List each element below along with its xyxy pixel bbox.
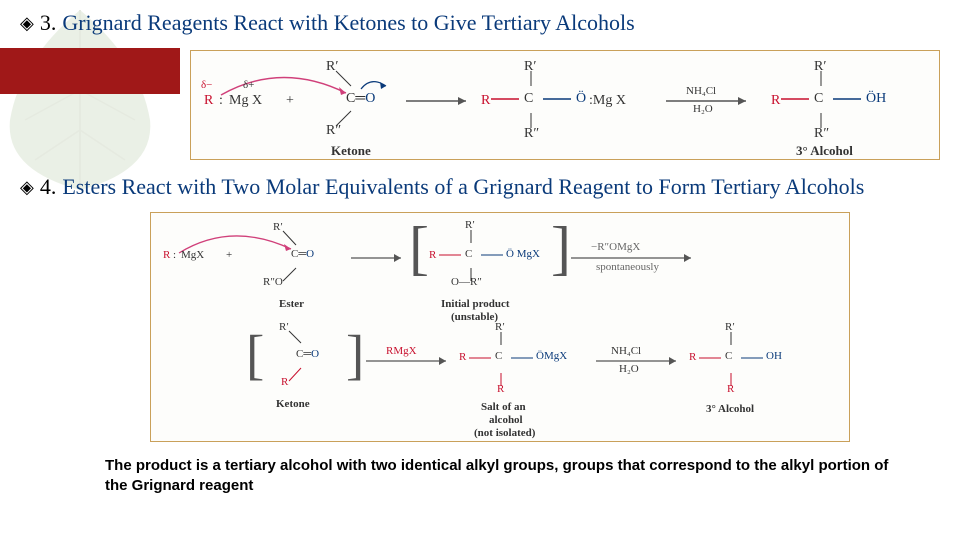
salt-label-1: Salt of an — [481, 401, 526, 413]
minus-RppOMgX: −R″OMgX — [591, 241, 640, 253]
ester-label: Ester — [279, 298, 304, 310]
svg-text:[: [ — [246, 324, 264, 385]
delta-minus: δ− — [201, 79, 212, 91]
grignard-R: R — [204, 93, 213, 109]
workup-top-2: NH₄Cl — [611, 345, 641, 357]
initial-label-2: (unstable) — [451, 311, 498, 323]
bullet-icon: ◈ — [20, 13, 34, 34]
ketone-Rpp: R″ — [326, 123, 341, 139]
product-label-2: 3° Alcohol — [706, 403, 754, 415]
footnote-text: The product is a tertiary alcohol with t… — [0, 450, 960, 495]
int-Rp: R′ — [524, 59, 536, 75]
ketone-Rp: R′ — [326, 59, 338, 75]
int-Rpp: R″ — [524, 126, 539, 142]
ester-RppO: R″O — [263, 276, 283, 288]
prod-R: R — [771, 93, 780, 109]
initial-label-1: Initial product — [441, 298, 510, 310]
heading-3: ◈ 3. Grignard Reagents React with Ketone… — [0, 0, 960, 44]
plus-sign-2: + — [226, 249, 232, 261]
heading-4: ◈ 4. Esters React with Two Molar Equival… — [0, 168, 960, 206]
heading-title: Grignard Reagents React with Ketones to … — [62, 10, 634, 36]
int-R: R — [481, 93, 490, 109]
reaction-scheme-ester: [ ] [ ] — [150, 212, 850, 442]
svg-text:]: ] — [551, 215, 571, 281]
heading-title: Esters React with Two Molar Equivalents … — [62, 174, 864, 200]
salt-label-2: alcohol — [489, 414, 523, 426]
heading-number: 3. — [40, 10, 57, 36]
ketone-label-2: Ketone — [276, 398, 310, 410]
salt-label-3: (not isolated) — [474, 427, 535, 439]
ester-Rp: R′ — [273, 221, 283, 233]
plus-sign: + — [286, 93, 294, 109]
svg-text:[: [ — [409, 215, 429, 281]
spontaneously: spontaneously — [596, 261, 659, 273]
prod-Rp: R′ — [814, 59, 826, 75]
RMgX-above-arrow: RMgX — [386, 345, 417, 357]
workup-top: NH₄Cl — [686, 85, 716, 97]
ester-R: R — [163, 249, 170, 261]
svg-text:]: ] — [346, 324, 364, 385]
ketone-CO: C═O — [346, 91, 375, 107]
ketone-label: Ketone — [331, 143, 371, 159]
workup-bot: H₂O — [693, 103, 713, 115]
int-C: C — [524, 91, 533, 107]
product-label: 3° Alcohol — [796, 143, 853, 159]
bullet-icon: ◈ — [20, 177, 34, 198]
prod-C: C — [814, 91, 823, 107]
grignard-MgX: Mg X — [229, 93, 262, 109]
delta-plus: δ+ — [243, 79, 254, 91]
ester-MgX: MgX — [181, 249, 204, 261]
int-O: Ö — [576, 91, 586, 107]
reaction-scheme-ketone: δ− δ+ R : Mg X + R′ C═O R″ Ketone R R′ C… — [190, 50, 940, 160]
prod-OH: ÖH — [866, 91, 886, 107]
heading-number: 4. — [40, 174, 57, 200]
workup-bot-2: H₂O — [619, 363, 639, 375]
prod-Rpp: R″ — [814, 126, 829, 142]
